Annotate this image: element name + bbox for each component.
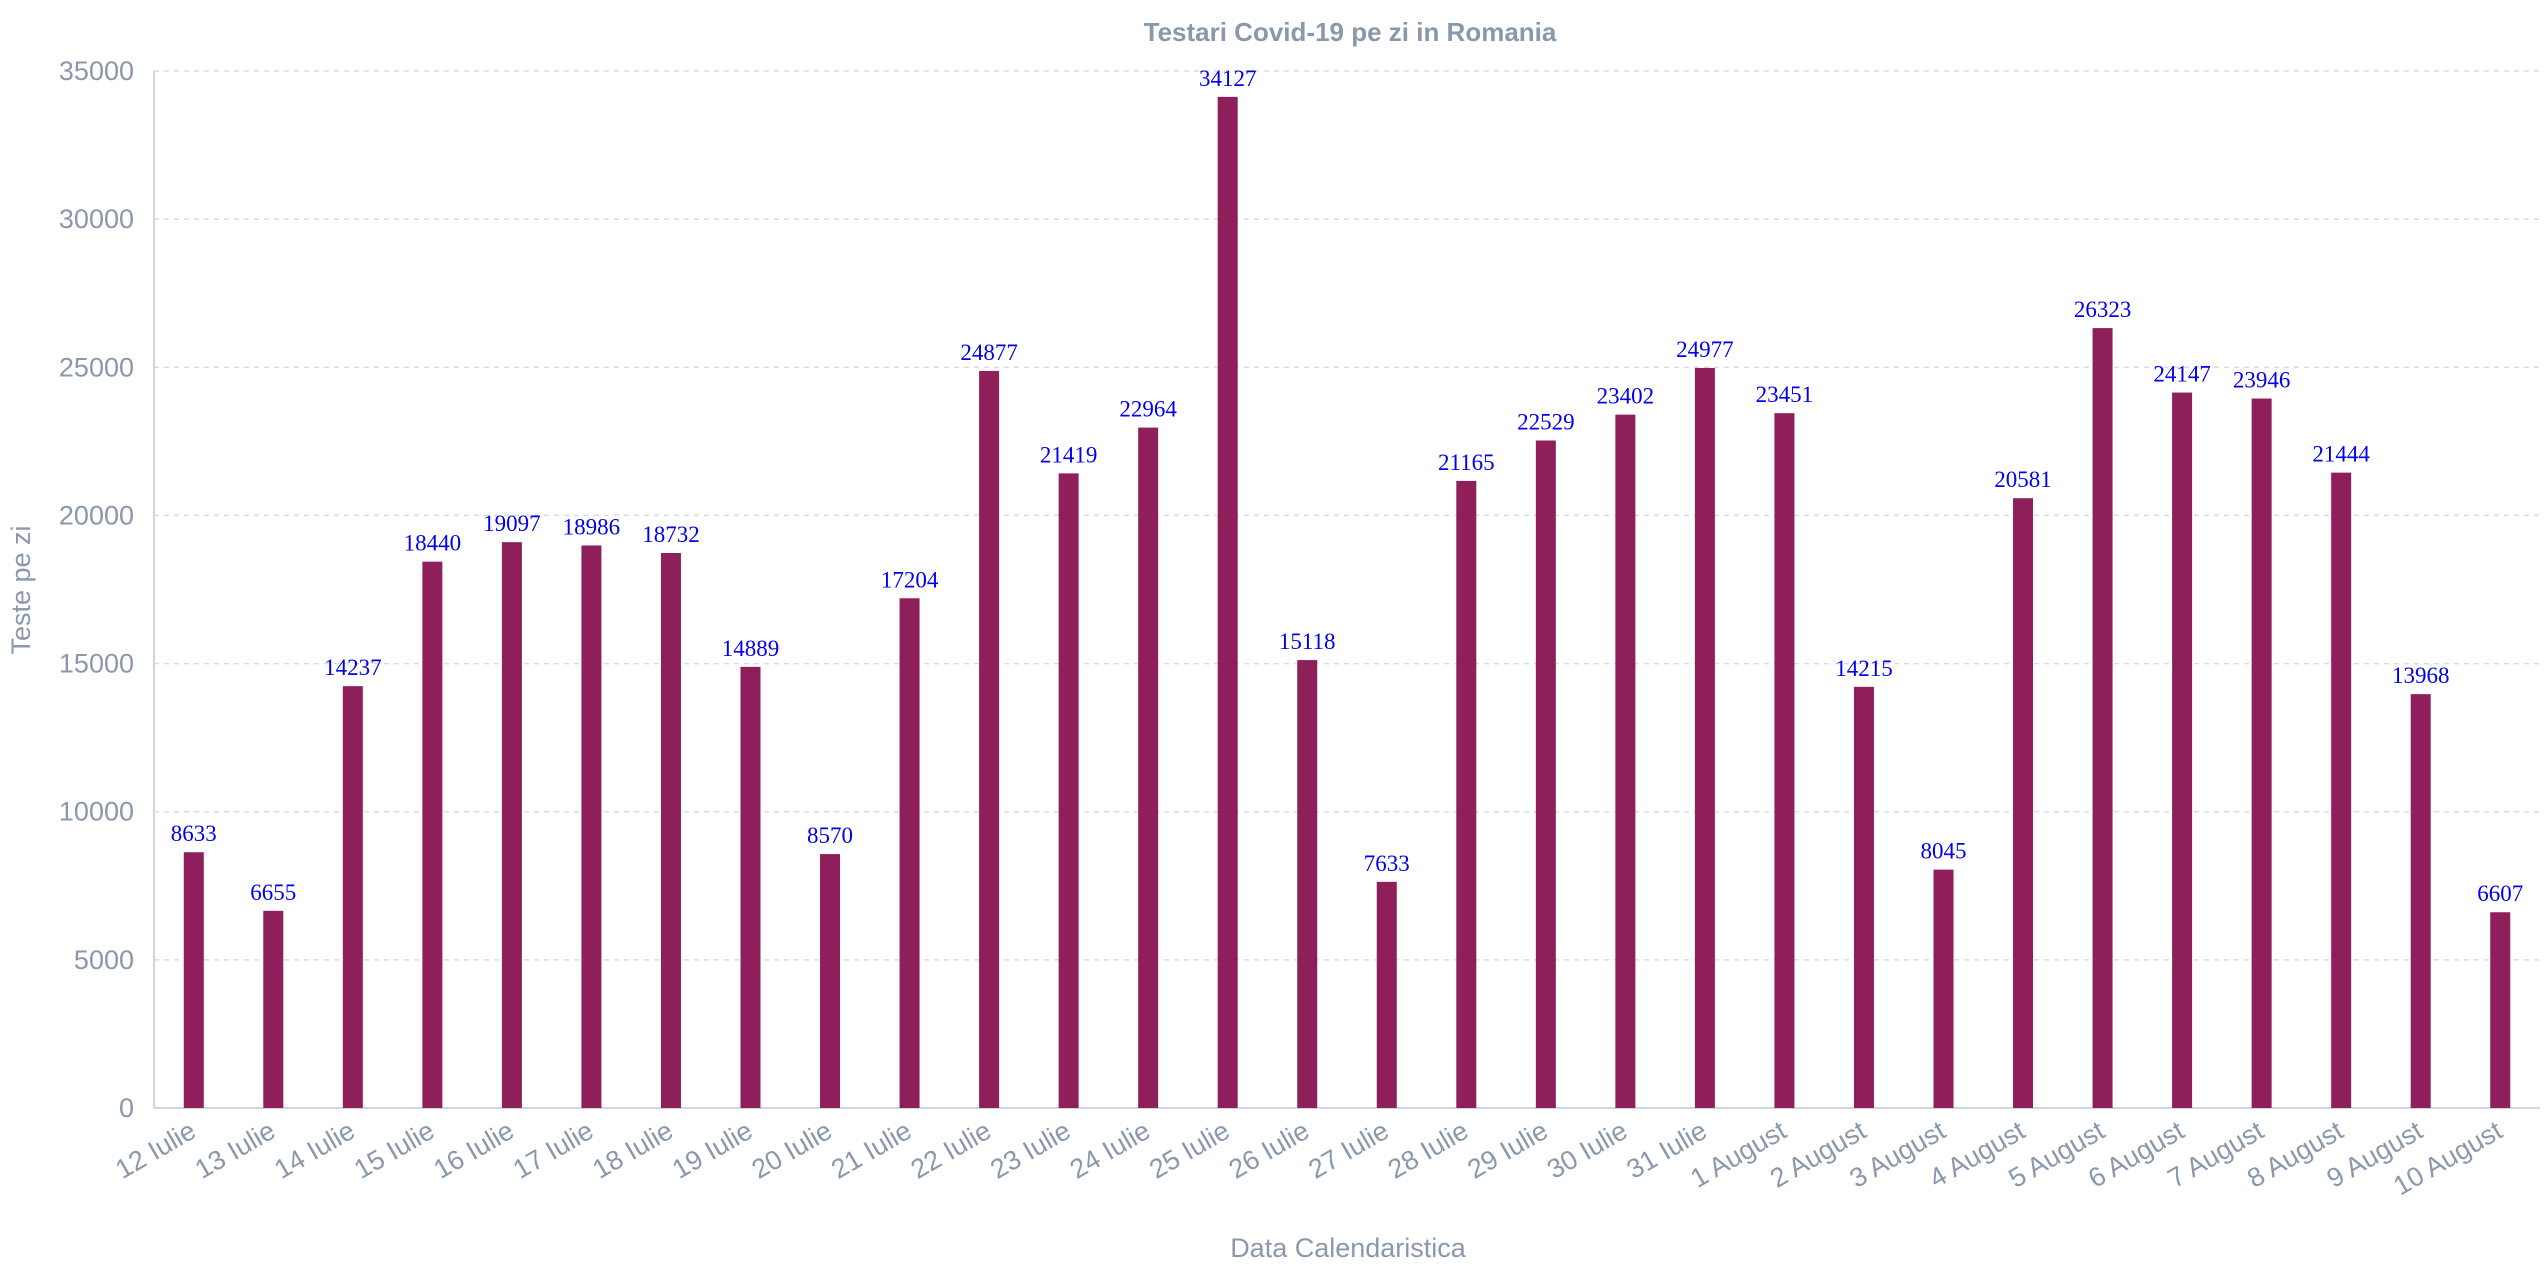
data-label: 24147	[2153, 362, 2211, 387]
bar	[2331, 472, 2352, 1109]
x-tick-label: 20 Iulie	[747, 1115, 837, 1185]
bar	[1058, 473, 1079, 1108]
x-tick-label: 26 Iulie	[1224, 1115, 1314, 1185]
bar	[1933, 869, 1954, 1108]
data-label: 14215	[1835, 656, 1893, 681]
data-label: 14889	[722, 636, 780, 661]
data-labels: 8633 6655 14237 18440 19097 18986 18732 14889 85…	[171, 66, 2523, 906]
bar	[1694, 367, 1715, 1108]
data-label: 20581	[1994, 467, 2052, 492]
data-label: 6607	[2477, 881, 2523, 906]
data-label: 24977	[1676, 337, 1734, 362]
y-tick-label: 10000	[59, 797, 134, 827]
x-tick-label: 16 Iulie	[428, 1115, 518, 1185]
x-tick-label: 28 Iulie	[1383, 1115, 1473, 1185]
x-tick-label: 29 Iulie	[1462, 1115, 1552, 1185]
y-tick-label: 0	[119, 1093, 134, 1123]
x-tick-label: 18 Iulie	[588, 1115, 678, 1185]
bar	[581, 545, 602, 1108]
data-label: 21165	[1438, 450, 1495, 475]
x-tick-label: 24 Iulie	[1065, 1115, 1155, 1185]
bar	[1297, 660, 1318, 1108]
data-label: 17204	[881, 567, 939, 592]
data-label: 19097	[483, 511, 541, 536]
data-label: 13968	[2392, 663, 2450, 688]
y-axis-title: Teste pe zi	[6, 525, 36, 654]
data-label: 15118	[1279, 629, 1336, 654]
data-label: 26323	[2074, 297, 2132, 322]
data-label: 23451	[1756, 382, 1814, 407]
bars	[183, 96, 2511, 1109]
data-label: 18732	[642, 522, 700, 547]
x-tick-label: 21 Iulie	[826, 1115, 916, 1185]
x-tick-label: 22 Iulie	[906, 1115, 996, 1185]
data-label: 23402	[1597, 384, 1655, 409]
data-label: 6655	[250, 880, 296, 905]
data-label: 21419	[1040, 442, 1098, 467]
bar	[2013, 498, 2034, 1109]
bar	[1535, 440, 1556, 1108]
bar	[2092, 328, 2113, 1108]
x-tick-label: 17 Iulie	[508, 1115, 598, 1185]
data-label: 8570	[807, 823, 853, 848]
bar	[1217, 96, 1238, 1109]
bar	[1456, 480, 1477, 1109]
x-tick-label: 12 Iulie	[110, 1115, 200, 1185]
data-label: 34127	[1199, 66, 1257, 91]
data-label: 22964	[1119, 397, 1177, 422]
x-tick-label: 15 Iulie	[349, 1115, 439, 1185]
y-tick-label: 15000	[59, 649, 134, 679]
bar	[422, 561, 443, 1108]
x-axis-title: Data Calendaristica	[1230, 1233, 1467, 1263]
x-tick-label: 27 Iulie	[1303, 1115, 1393, 1185]
bar	[740, 666, 761, 1108]
y-tick-label: 25000	[59, 352, 134, 382]
y-tick-label: 20000	[59, 500, 134, 530]
bar	[1853, 686, 1874, 1108]
x-tick-label: 30 Iulie	[1542, 1115, 1632, 1185]
y-tick-label: 5000	[74, 945, 134, 975]
x-tick-label: 25 Iulie	[1144, 1115, 1234, 1185]
bar	[2410, 694, 2431, 1108]
bar	[2172, 392, 2193, 1108]
bar	[660, 552, 681, 1108]
x-tick-label: 14 Iulie	[269, 1115, 359, 1185]
bar	[820, 854, 841, 1108]
data-label: 23946	[2233, 368, 2291, 393]
data-label: 18986	[563, 514, 621, 539]
bar	[183, 852, 204, 1108]
data-label: 24877	[960, 340, 1018, 365]
data-label: 7633	[1364, 851, 1410, 876]
grid-lines	[154, 70, 2540, 961]
y-tick-label: 30000	[59, 204, 134, 234]
bar	[899, 598, 920, 1108]
y-tick-label: 35000	[59, 56, 134, 86]
chart-title: Testari Covid-19 pe zi in Romania	[1144, 17, 1557, 47]
bar	[979, 370, 1000, 1108]
bar	[1376, 881, 1397, 1108]
bar	[1615, 414, 1636, 1108]
x-tick-label: 19 Iulie	[667, 1115, 757, 1185]
bar	[263, 910, 284, 1108]
data-label: 18440	[404, 531, 462, 556]
y-axis-ticks: 0 5000 10000 15000 20000 25000 30000 35000	[59, 56, 134, 1123]
bar	[2251, 398, 2272, 1108]
data-label: 8045	[1921, 839, 1967, 864]
bar	[1138, 427, 1159, 1108]
data-label: 8633	[171, 821, 217, 846]
data-label: 14237	[324, 655, 382, 680]
x-tick-label: 23 Iulie	[985, 1115, 1075, 1185]
data-label: 22529	[1517, 409, 1575, 434]
bar	[501, 542, 522, 1108]
bar	[2490, 912, 2511, 1108]
data-label: 21444	[2312, 442, 2370, 467]
bar	[1774, 413, 1795, 1108]
x-tick-label: 13 Iulie	[190, 1115, 280, 1185]
bar	[342, 686, 363, 1108]
